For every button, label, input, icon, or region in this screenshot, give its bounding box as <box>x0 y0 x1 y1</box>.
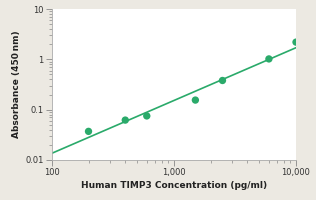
Point <box>144 114 149 118</box>
Point <box>86 130 91 133</box>
Y-axis label: Absorbance (450 nm): Absorbance (450 nm) <box>12 31 21 138</box>
Point <box>294 41 299 44</box>
X-axis label: Human TIMP3 Concentration (pg/ml): Human TIMP3 Concentration (pg/ml) <box>81 181 267 190</box>
Point <box>220 79 225 82</box>
Point <box>266 57 271 61</box>
Point <box>193 98 198 102</box>
Point <box>123 118 128 122</box>
